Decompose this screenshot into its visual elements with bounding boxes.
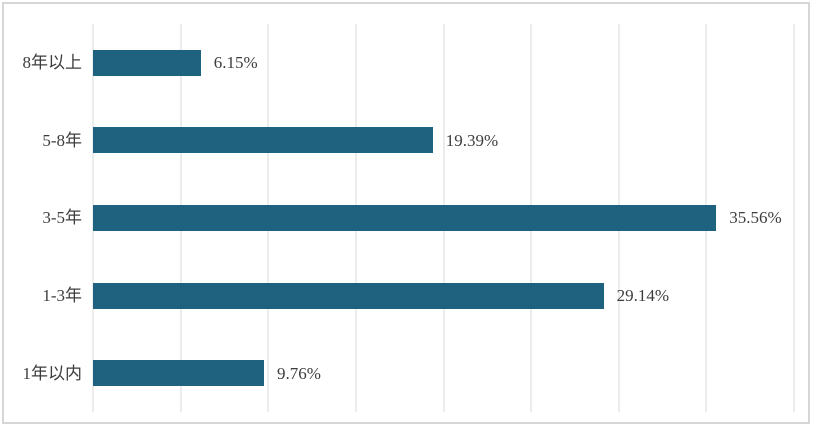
category-label: 1年以内	[22, 363, 83, 383]
category-label: 1-3年	[42, 286, 82, 306]
bar	[93, 204, 717, 231]
bar-rows: 8年以上 6.15% 5-8年 19.39% 3-5年 35.56% 1-3年 29.14% 1…	[23, 24, 794, 412]
bar-row: 3-5年 35.56%	[42, 179, 794, 257]
bar-row: 5-8年 19.39%	[42, 102, 794, 180]
bar	[93, 127, 433, 154]
value-label: 35.56%	[729, 208, 782, 228]
bar-row: 1年以内 9.76%	[23, 334, 794, 412]
value-label: 19.39%	[445, 130, 499, 150]
bar-row: 8年以上 6.15%	[23, 24, 794, 102]
bar-row: 1-3年 29.14%	[42, 257, 794, 335]
plot-area: 8年以上 6.15% 5-8年 19.39% 3-5年 35.56% 1-3年 29.14% 1…	[23, 24, 795, 412]
gridline	[793, 24, 795, 412]
category-label: 8年以上	[22, 53, 83, 73]
value-label: 6.15%	[213, 53, 258, 73]
bar	[93, 49, 201, 76]
bar	[93, 282, 604, 309]
category-label: 3-5年	[42, 208, 82, 228]
chart-frame: 8年以上 6.15% 5-8年 19.39% 3-5年 35.56% 1-3年 29.14% 1…	[2, 2, 810, 424]
bar	[93, 360, 265, 387]
value-label: 29.14%	[616, 286, 670, 306]
category-label: 5-8年	[42, 130, 82, 150]
value-label: 9.76%	[277, 363, 321, 383]
